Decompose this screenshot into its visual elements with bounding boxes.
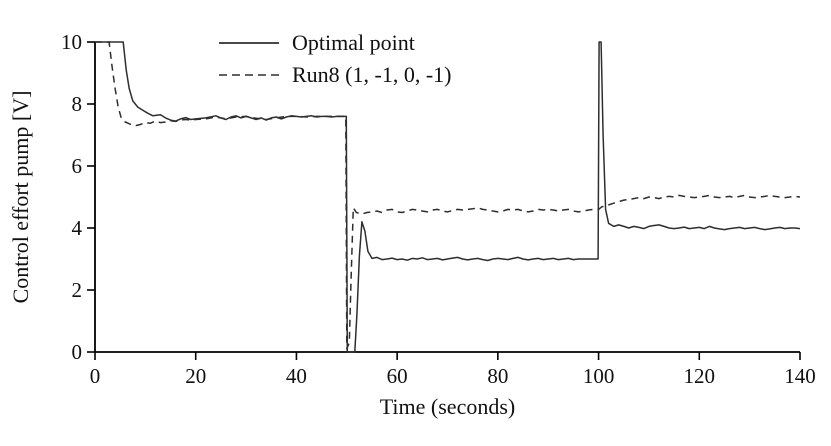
x-tick-label: 80 [487,364,508,388]
x-tick-label: 100 [583,364,615,388]
legend-item-run8: Run8 (1, -1, 0, -1) [218,59,451,91]
x-tick-label: 40 [286,364,307,388]
legend-solid-line-sample [219,42,279,44]
y-tick-label: 10 [61,30,82,54]
legend-item-optimal-point: Optimal point [218,27,451,59]
series-line-1 [95,41,801,350]
x-tick-label: 20 [185,364,206,388]
legend-label-optimal-point: Optimal point [292,30,415,55]
y-tick-label: 8 [72,92,83,116]
y-tick-label: 0 [72,340,83,364]
legend-dashed-line-sample [219,74,279,76]
x-axis-label: Time (seconds) [379,394,516,419]
y-tick-label: 4 [72,216,83,240]
y-tick-label: 2 [72,278,83,302]
x-tick-label: 140 [784,364,816,388]
y-axis-label: Control effort pump [V] [8,90,33,304]
x-tick-label: 0 [90,364,101,388]
legend-label-run8: Run8 (1, -1, 0, -1) [292,62,452,87]
series-line-0 [95,41,801,353]
y-tick-label: 6 [72,154,83,178]
legend: Optimal point Run8 (1, -1, 0, -1) [218,27,451,91]
x-tick-label: 60 [387,364,408,388]
x-tick-label: 120 [684,364,716,388]
